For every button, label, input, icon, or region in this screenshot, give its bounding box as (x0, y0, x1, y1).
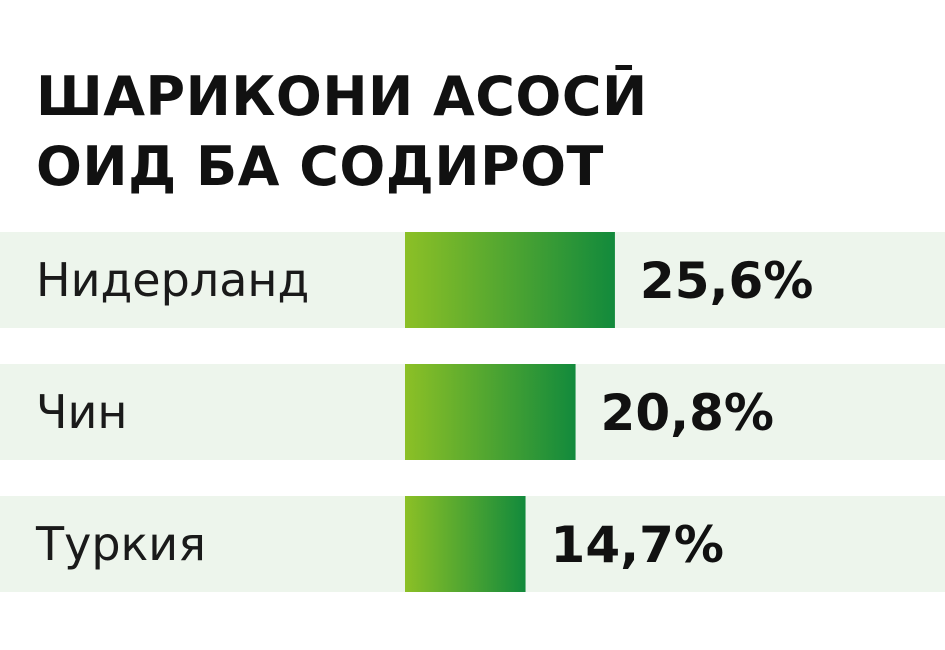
category-label: Туркия (35, 517, 206, 571)
bar-rows: Нидерланд 25,6% Чин 20,8% Туркия 14,7% (0, 232, 945, 592)
value-label: 25,6% (640, 252, 813, 310)
chart-title-line-1: ШАРИКОНИ АСОСӢ (36, 65, 648, 128)
chart-title: ШАРИКОНИ АСОСӢ ОИД БА СОДИРОТ (36, 62, 648, 202)
value-label: 14,7% (551, 516, 724, 574)
bar (405, 232, 615, 328)
bar (405, 364, 576, 460)
category-label: Чин (36, 385, 128, 439)
value-label: 20,8% (601, 384, 774, 442)
bar (405, 496, 526, 592)
category-label: Нидерланд (36, 253, 309, 307)
chart-title-line-2: ОИД БА СОДИРОТ (36, 135, 604, 198)
